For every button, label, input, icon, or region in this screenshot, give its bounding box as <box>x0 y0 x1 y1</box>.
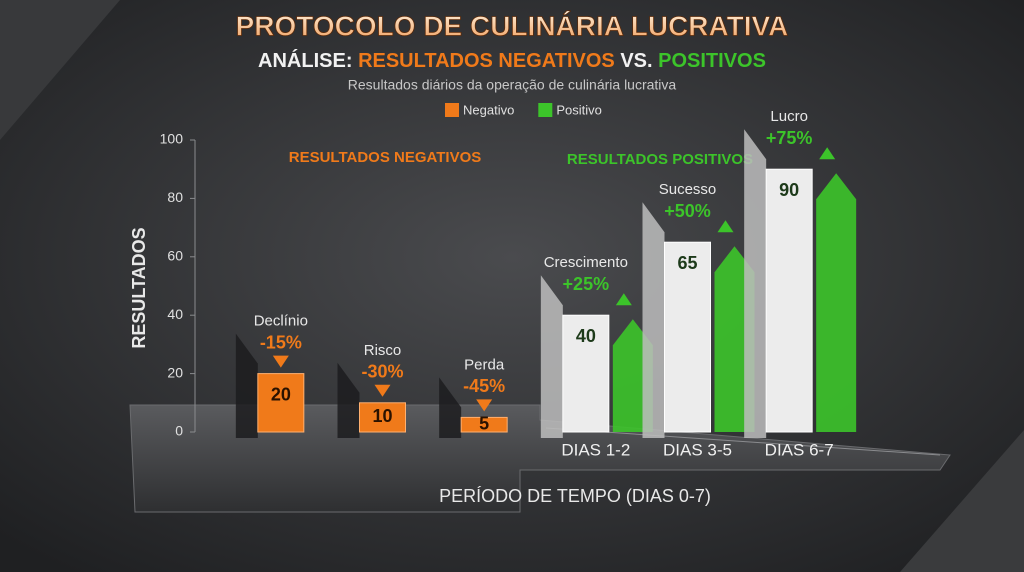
annotation-change: +75% <box>766 128 813 148</box>
x-tick-label: DIAS 1-2 <box>561 440 630 459</box>
subtitle-positive: POSITIVOS <box>658 50 766 72</box>
annotation-label: Declínio <box>254 313 308 330</box>
up-arrow <box>819 147 836 160</box>
x-tick-label: DIAS 6-7 <box>765 440 834 459</box>
down-arrow <box>476 399 493 412</box>
subtitle-negative: RESULTADOS NEGATIVOS <box>358 50 615 72</box>
annotation-label: Perda <box>464 356 505 373</box>
legend-label: Positivo <box>556 102 602 117</box>
bar-shadow <box>744 129 767 438</box>
annotation-label: Sucesso <box>659 181 717 198</box>
x-tick-label: DIAS 3-5 <box>663 440 732 459</box>
bar-shadow <box>235 333 258 438</box>
value-label: 20 <box>271 384 291 404</box>
section-label: RESULTADOS POSITIVOS <box>567 151 753 168</box>
annotation-change: +50% <box>664 201 711 221</box>
chart-title: PROTOCOLO DE CULINÁRIA LUCRATIVA <box>236 10 789 41</box>
y-tick-label: 20 <box>167 364 183 380</box>
value-label: 40 <box>576 326 596 346</box>
y-axis-label: RESULTADOS <box>129 227 149 348</box>
value-label: 5 <box>479 413 489 433</box>
annotation-change: +25% <box>563 274 610 294</box>
section-label: RESULTADOS NEGATIVOS <box>289 149 482 166</box>
platform-edge <box>545 427 941 456</box>
value-label: 65 <box>677 253 697 273</box>
decor <box>900 430 1024 572</box>
bar-shadow <box>337 362 360 438</box>
chart-description: Resultados diários da operação de culiná… <box>348 77 677 93</box>
subtitle-joiner: VS. <box>620 50 652 72</box>
bar-shadow <box>439 377 462 438</box>
down-arrow <box>374 384 391 397</box>
value-label: 90 <box>779 180 799 200</box>
bar <box>460 416 508 433</box>
y-tick-label: 40 <box>167 306 183 322</box>
x-axis-label: PERÍODO DE TEMPO (DIAS 0-7) <box>439 486 711 506</box>
bar <box>257 373 305 433</box>
legend-label: Negativo <box>463 102 514 117</box>
up-arrow <box>615 293 632 306</box>
legend-swatch <box>445 103 459 117</box>
platform <box>129 404 951 513</box>
legend-swatch <box>538 103 553 117</box>
annotation-change: -45% <box>463 376 505 396</box>
chart-subtitle: ANÁLISE: RESULTADOS NEGATIVOS VS. POSITI… <box>258 49 766 72</box>
down-arrow <box>272 355 289 368</box>
bar <box>359 402 406 433</box>
subtitle-prefix: ANÁLISE: <box>258 49 352 72</box>
bar-shadow <box>642 202 665 438</box>
y-tick-label: 80 <box>167 189 183 205</box>
annotation-change: -15% <box>260 332 302 352</box>
bar <box>664 241 711 433</box>
value-label: 10 <box>372 406 392 426</box>
bar-shadow <box>540 275 563 438</box>
decor <box>0 0 120 140</box>
y-tick-label: 60 <box>167 248 183 264</box>
bar <box>765 168 813 433</box>
annotation-change: -30% <box>361 362 403 382</box>
y-tick-label: 0 <box>175 423 183 439</box>
up-arrow <box>717 220 734 233</box>
bar <box>562 314 610 433</box>
bar-arrow-decor <box>816 173 857 432</box>
annotation-label: Crescimento <box>544 254 628 271</box>
y-tick-label: 100 <box>160 131 184 147</box>
annotation-label: Risco <box>364 342 402 359</box>
annotation-label: Lucro <box>770 108 808 125</box>
